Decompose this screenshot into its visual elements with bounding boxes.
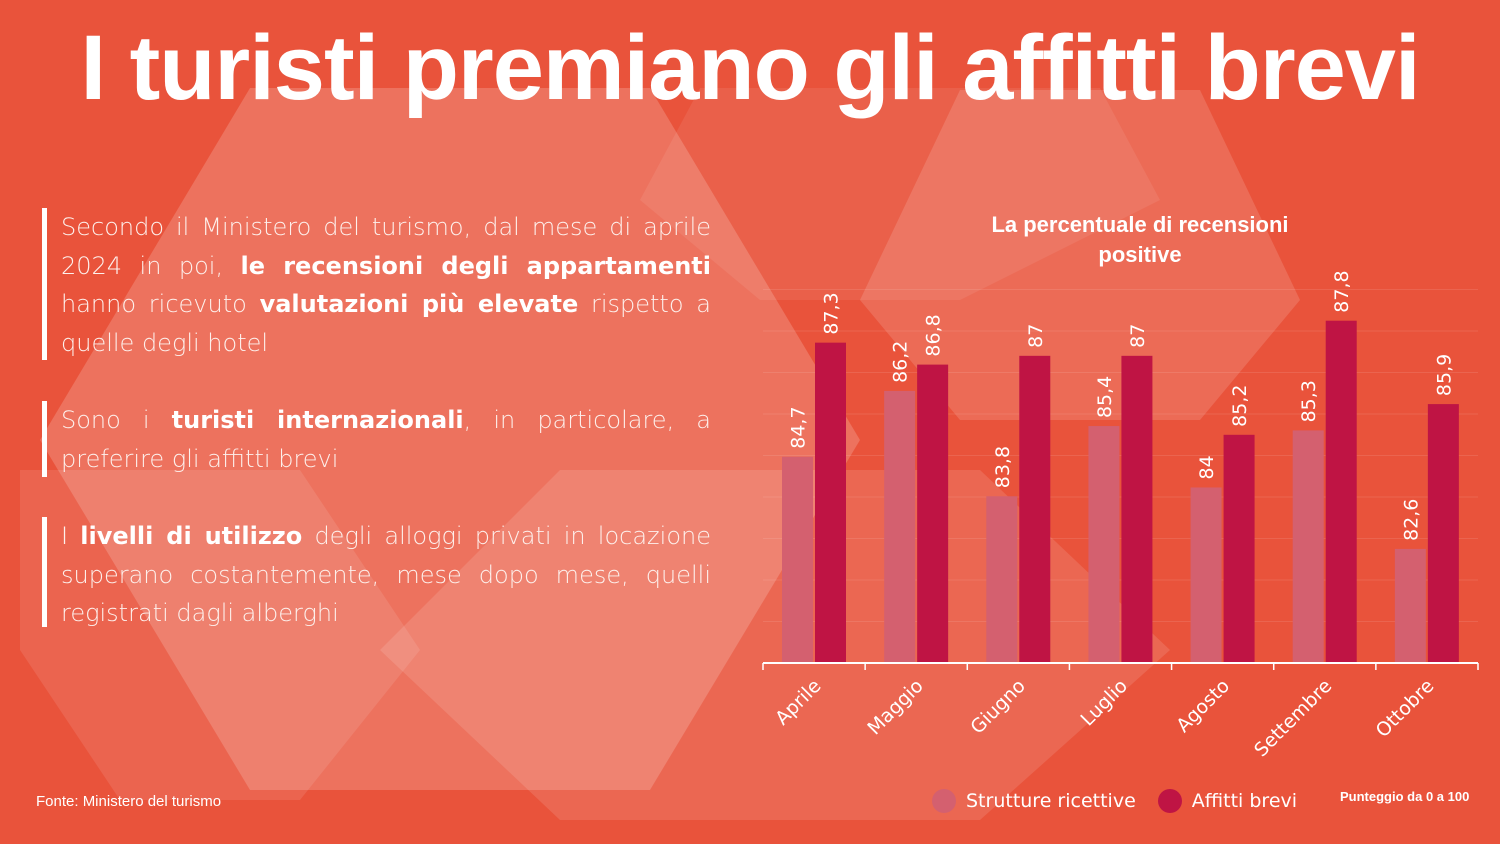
bar-maggio-strutture [884, 390, 916, 663]
bar-settembre-affitti [1325, 320, 1357, 663]
bar-maggio-affitti [917, 364, 949, 663]
data-label: 83,8 [992, 446, 1014, 488]
legend-swatch-strutture [932, 789, 956, 813]
source-note: Fonte: Ministero del turismo [36, 793, 222, 810]
p3-text-2: degli alloggi privati in locazione super… [61, 522, 711, 627]
paragraph-usage-levels: I livelli di utilizzo degli alloggi priv… [42, 517, 711, 627]
x-tick-label: Aprile [771, 675, 826, 730]
paragraph-ministry-reviews: Secondo il Ministero del turismo, dal me… [42, 208, 711, 360]
bar-agosto-affitti [1223, 434, 1255, 663]
p2-bold-1: turisti internazionali [171, 406, 464, 434]
data-label: 86,8 [923, 314, 945, 356]
page-title: I turisti premiano gli affitti brevi [80, 17, 1420, 119]
x-tick-label: Agosto [1172, 675, 1234, 737]
p3-text-1: I [61, 522, 81, 550]
bar-aprile-strutture [782, 456, 813, 663]
x-tick-label: Settembre [1250, 675, 1336, 761]
legend-label-strutture: Strutture ricettive [966, 790, 1136, 812]
data-label: 86,2 [890, 341, 912, 383]
p3-bold-1: livelli di utilizzo [80, 522, 303, 550]
legend-item-affitti: Affitti brevi [1157, 789, 1298, 813]
data-label: 85,2 [1229, 384, 1251, 426]
legend-item-strutture: Strutture ricettive [932, 789, 1136, 813]
p1-text-2: hanno ricevuto [61, 290, 260, 318]
chart-title: La percentuale di recensioni positive [991, 212, 1289, 267]
data-label: 87,8 [1331, 270, 1353, 312]
p1-bold-2: valutazioni più elevate [259, 290, 579, 318]
bar-aprile-affitti [815, 342, 846, 663]
data-label: 87,3 [821, 292, 843, 334]
bar-ottobre-strutture [1394, 548, 1426, 663]
data-label: 84 [1196, 455, 1218, 479]
data-label: 85,4 [1094, 376, 1116, 418]
data-label: 85,9 [1433, 354, 1455, 396]
bar-luglio-strutture [1088, 426, 1120, 663]
legend-swatch-affitti [1157, 789, 1182, 813]
bar-luglio-affitti [1121, 355, 1153, 663]
p2-text-2: , in particolare, a preferire gli affitt… [61, 406, 711, 473]
data-label: 87 [1127, 324, 1149, 348]
chart-legend: Strutture ricettive Affitti brevi [932, 786, 1319, 816]
legend-label-affitti: Affitti brevi [1191, 790, 1298, 812]
p1-text-3: rispetto a quelle degli hotel [61, 290, 711, 357]
x-tick-label: Luglio [1076, 675, 1132, 731]
x-tick-label: Ottobre [1372, 675, 1439, 742]
bar-giugno-affitti [1019, 355, 1051, 663]
bar-giugno-strutture [986, 496, 1018, 663]
p2-text-1: Sono i [61, 406, 172, 434]
data-label: 87 [1025, 324, 1047, 348]
bar-agosto-strutture [1190, 487, 1222, 663]
bar-ottobre-affitti [1427, 404, 1459, 663]
paragraph-international-tourists: Sono i turisti internazionali, in partic… [42, 401, 711, 477]
x-tick-label: Maggio [863, 675, 927, 739]
x-tick-label: Giugno [966, 675, 1029, 738]
bar-settembre-strutture [1292, 430, 1324, 663]
p1-bold-1: le recensioni degli appartamenti [240, 251, 712, 280]
data-label: 84,7 [788, 406, 810, 448]
data-label: 82,6 [1400, 499, 1422, 541]
scale-note: Punteggio da 0 a 100 [1340, 789, 1470, 804]
data-label: 85,3 [1298, 380, 1320, 422]
p1-text-1: Secondo il Ministero del turismo, dal me… [61, 213, 711, 280]
